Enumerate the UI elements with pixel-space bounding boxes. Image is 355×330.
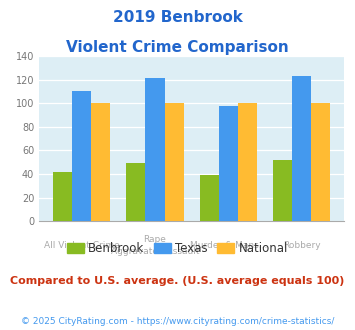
Bar (146, 79, 164, 221)
Bar (238, 103, 257, 221)
Text: Aggravated Assault: Aggravated Assault (111, 248, 199, 256)
Bar (72, 91, 91, 221)
Text: Compared to U.S. average. (U.S. average equals 100): Compared to U.S. average. (U.S. average … (10, 276, 345, 285)
Bar (53, 172, 72, 221)
Text: All Violent Crime: All Violent Crime (44, 241, 119, 249)
Text: Violent Crime Comparison: Violent Crime Comparison (66, 40, 289, 54)
Text: Robbery: Robbery (283, 241, 321, 249)
Text: Rape: Rape (143, 235, 166, 244)
Bar (292, 76, 311, 221)
Text: 2019 Benbrook: 2019 Benbrook (113, 10, 242, 25)
Bar (164, 103, 184, 221)
Legend: Benbrook, Texas, National: Benbrook, Texas, National (62, 237, 293, 260)
Text: Murder & Mans...: Murder & Mans... (190, 241, 267, 249)
Bar (219, 106, 238, 221)
Bar (273, 160, 292, 221)
Bar (91, 103, 110, 221)
Bar (311, 103, 331, 221)
Bar (200, 175, 219, 221)
Bar (126, 163, 146, 221)
Text: © 2025 CityRating.com - https://www.cityrating.com/crime-statistics/: © 2025 CityRating.com - https://www.city… (21, 317, 334, 326)
